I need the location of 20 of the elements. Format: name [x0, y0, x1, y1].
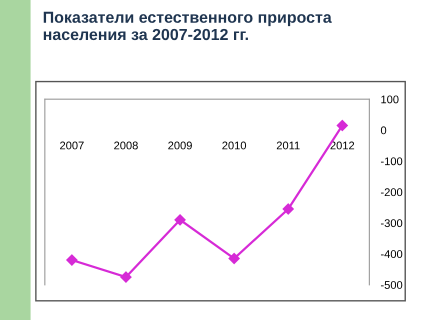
point [66, 254, 78, 266]
x-tick-label: 2007 [60, 142, 84, 150]
x-tick-label: 2011 [276, 142, 300, 150]
point [228, 252, 240, 264]
y-tick-label: -100 [380, 157, 402, 166]
x-tick-label: 2010 [222, 142, 246, 150]
x-tick-label: 2009 [168, 142, 192, 150]
y-tick-label: -300 [380, 219, 402, 228]
point [282, 203, 294, 215]
point [120, 271, 132, 283]
x-tick-label: 2012 [330, 142, 354, 150]
y-tick-label: -200 [380, 188, 402, 196]
point [174, 214, 186, 226]
y-tick-label: -400 [380, 250, 402, 258]
x-tick-label: 2008 [114, 142, 138, 150]
y-tick-label: -500 [380, 281, 402, 289]
y-tick-label: 100 [381, 95, 399, 104]
y-tick-label: 0 [380, 126, 386, 134]
chart-title: Показатели естественного прироста населения за 2007-2012 гг. [44, 12, 332, 40]
point [336, 120, 348, 132]
